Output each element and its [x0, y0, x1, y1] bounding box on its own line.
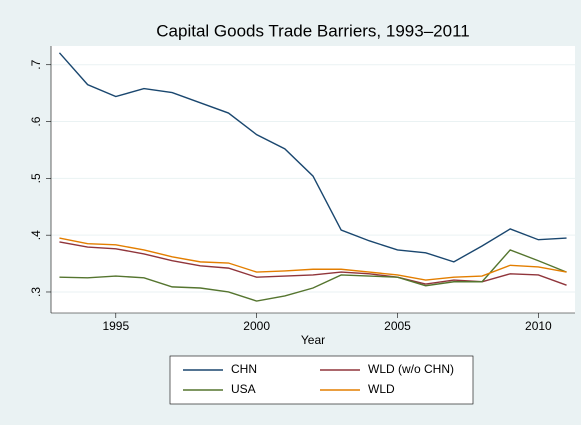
chart-title: Capital Goods Trade Barriers, 1993–2011 [156, 21, 469, 40]
x-axis-label: Year [301, 333, 325, 347]
legend [169, 355, 474, 405]
legend-label: WLD (w/o CHN) [368, 362, 454, 376]
x-tick-label: 2010 [525, 319, 552, 333]
plot-area [51, 46, 575, 313]
y-tick-label: .6 [29, 116, 43, 126]
y-tick-label: .7 [29, 59, 43, 69]
y-tick-label: .4 [29, 230, 43, 240]
series-line [59, 237, 567, 281]
series-line [58, 52, 567, 263]
y-tick-label: .5 [29, 173, 43, 183]
legend-label: CHN [231, 362, 257, 376]
y-tick-label: .3 [29, 287, 43, 297]
x-tick-label: 2000 [243, 319, 270, 333]
legend-label: WLD [368, 382, 395, 396]
x-tick-label: 1995 [102, 319, 129, 333]
legend-label: USA [231, 382, 256, 396]
x-tick-label: 2005 [384, 319, 411, 333]
series-line [59, 249, 567, 302]
